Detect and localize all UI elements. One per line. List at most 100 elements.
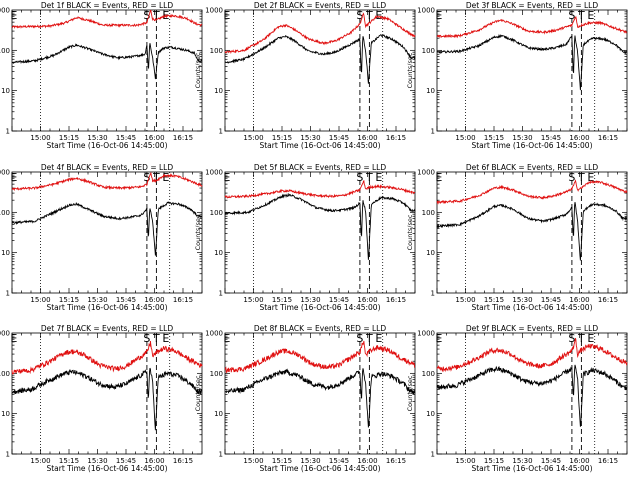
y-axis-label: Counts/sec	[406, 52, 414, 88]
events-series-line	[224, 192, 416, 260]
marker-label-T: T	[577, 332, 585, 345]
panel-title: Det 8f BLACK = Events, RED = LLD	[254, 324, 387, 333]
lld-series-line	[436, 338, 628, 373]
x-tick-label: 15:45	[541, 134, 561, 142]
x-tick-label: 15:15	[272, 296, 292, 304]
y-tick-label: 100	[0, 209, 10, 217]
x-tick-label: 15:15	[484, 134, 504, 142]
marker-label-E: E	[375, 171, 382, 184]
y-tick-label: 10	[426, 87, 435, 95]
x-tick-label: 15:00	[243, 457, 263, 465]
x-tick-label: 16:15	[173, 457, 193, 465]
marker-label-E: E	[587, 332, 594, 345]
events-series-line	[436, 364, 628, 427]
marker-label-E: E	[223, 171, 230, 184]
y-axis-label: Counts/sec	[406, 375, 414, 411]
y-tick-label: 100	[422, 47, 435, 55]
marker-label-E: E	[587, 171, 594, 184]
y-tick-label: 10	[214, 87, 223, 95]
x-tick-label: 15:30	[512, 134, 532, 142]
y-tick-label: 10	[214, 249, 223, 257]
y-tick-label: 1	[431, 290, 435, 298]
x-axis-label: Start Time (16-Oct-06 14:45:00)	[46, 464, 167, 473]
x-tick-label: 15:45	[329, 134, 349, 142]
y-tick-label: 1000	[0, 7, 10, 15]
marker-label-E: E	[375, 9, 382, 22]
marker-label-S: S	[568, 171, 575, 184]
lld-series-line	[224, 12, 416, 55]
y-tick-label: 1000	[0, 330, 10, 338]
marker-label-S: S	[143, 9, 150, 22]
x-tick-label: 15:30	[87, 457, 107, 465]
x-tick-label: 15:00	[455, 134, 475, 142]
x-tick-label: 16:15	[173, 296, 193, 304]
x-axis-label: Start Time (16-Oct-06 14:45:00)	[46, 141, 167, 150]
x-tick-label: 16:00	[357, 134, 377, 142]
lld-series-line	[436, 179, 628, 205]
y-tick-label: 100	[422, 209, 435, 217]
x-tick-label: 16:00	[569, 134, 589, 142]
panel-title: Det 2f BLACK = Events, RED = LLD	[254, 1, 387, 10]
lld-series-line	[436, 15, 628, 39]
marker-label-T: T	[152, 9, 160, 22]
x-tick-label: 16:00	[569, 296, 589, 304]
y-tick-label: 1000	[417, 169, 435, 177]
x-tick-label: 15:00	[455, 296, 475, 304]
marker-label-E: E	[435, 332, 442, 345]
x-tick-label: 16:00	[357, 457, 377, 465]
panel-title: Det 7f BLACK = Events, RED = LLD	[41, 324, 174, 333]
x-tick-label: 15:00	[30, 457, 50, 465]
lld-series-line	[11, 171, 203, 192]
y-tick-label: 10	[214, 410, 223, 418]
x-tick-label: 15:30	[512, 296, 532, 304]
marker-label-T: T	[365, 9, 373, 22]
marker-label-E: E	[435, 9, 442, 22]
marker-label-T: T	[365, 332, 373, 345]
marker-label-S: S	[143, 171, 150, 184]
x-tick-label: 15:30	[300, 457, 320, 465]
x-tick-label: 15:45	[116, 457, 136, 465]
events-series-line	[436, 202, 628, 261]
y-tick-label: 100	[210, 47, 223, 55]
panel-title: Det 9f BLACK = Events, RED = LLD	[466, 324, 599, 333]
marker-label-E: E	[223, 9, 230, 22]
x-tick-label: 15:15	[484, 296, 504, 304]
y-tick-label: 100	[0, 47, 10, 55]
x-tick-label: 15:45	[329, 296, 349, 304]
x-tick-label: 15:30	[512, 457, 532, 465]
y-tick-label: 1000	[417, 330, 435, 338]
marker-label-S: S	[356, 171, 363, 184]
detector-panel-4: Det 4f BLACK = Events, RED = LLD 1 10 100 10…	[0, 163, 203, 312]
x-tick-label: 15:00	[243, 296, 263, 304]
y-tick-label: 100	[210, 209, 223, 217]
x-tick-label: 15:30	[300, 134, 320, 142]
x-axis-label: Start Time (16-Oct-06 14:45:00)	[471, 464, 592, 473]
y-axis-label: Counts/sec	[194, 52, 202, 88]
marker-label-E: E	[375, 332, 382, 345]
panel-title: Det 3f BLACK = Events, RED = LLD	[466, 1, 599, 10]
marker-label-E: E	[587, 9, 594, 22]
marker-label-T: T	[577, 171, 585, 184]
x-tick-label: 16:15	[386, 134, 406, 142]
x-tick-label: 16:00	[357, 296, 377, 304]
y-tick-label: 1	[219, 290, 223, 298]
events-series-line	[224, 34, 416, 84]
marker-label-E: E	[162, 332, 169, 345]
x-tick-label: 16:15	[386, 457, 406, 465]
marker-label-E: E	[10, 171, 17, 184]
x-tick-label: 15:15	[272, 457, 292, 465]
marker-label-E: E	[223, 332, 230, 345]
y-tick-label: 1	[6, 128, 10, 136]
marker-label-E: E	[162, 9, 169, 22]
x-tick-label: 16:00	[144, 134, 164, 142]
y-tick-label: 100	[0, 370, 10, 378]
y-tick-label: 1000	[205, 169, 223, 177]
detector-panel-5: Det 5f BLACK = Events, RED = LLD 1 10 100 10…	[194, 163, 416, 312]
x-tick-label: 16:00	[144, 296, 164, 304]
y-tick-label: 1000	[417, 7, 435, 15]
events-series-line	[11, 201, 203, 256]
y-tick-label: 1000	[205, 330, 223, 338]
marker-label-T: T	[152, 171, 160, 184]
y-tick-label: 100	[210, 370, 223, 378]
panel-title: Det 4f BLACK = Events, RED = LLD	[41, 163, 174, 172]
